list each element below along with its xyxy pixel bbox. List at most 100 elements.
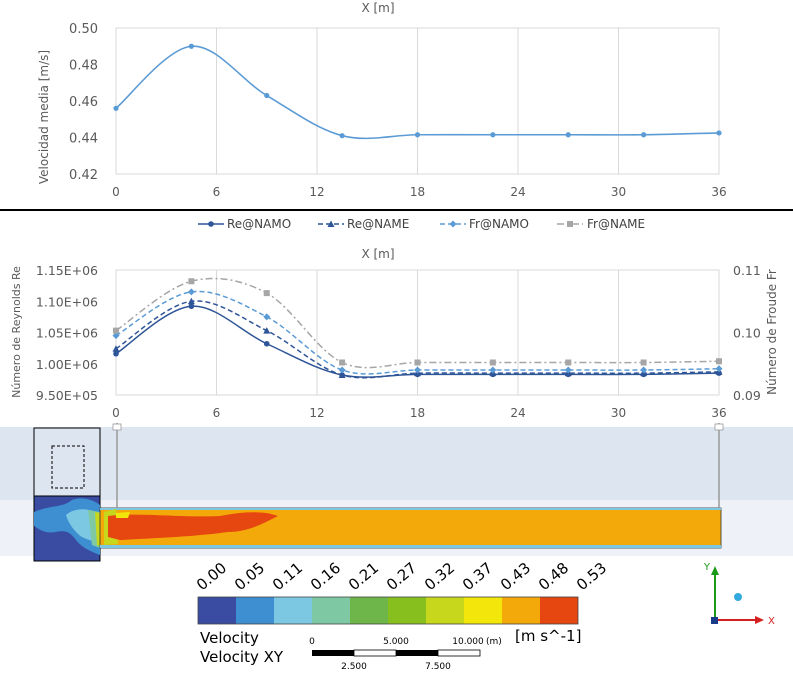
rf-data-point-1 [338,371,346,378]
rf-data-point-3 [339,359,346,366]
legend-swatch [502,597,540,624]
svg-text:2.500: 2.500 [341,662,367,672]
velocity-chart: X [m] 0.420.440.460.480.50 0 6 12 18 24 30 36 … [37,1,727,199]
legend-item-fr-namo: Fr@NAMO [440,217,529,231]
rf-data-point-2 [112,332,120,340]
reservoir-inner-box [51,445,85,489]
legend-subtitle: Velocity XY [200,648,284,666]
rf-data-point-3 [188,278,195,285]
velocity-chart-xlabel: X [m] [361,1,394,15]
rf-y-tick-label: 1.15E+06 [36,263,98,278]
legend-swatch [274,597,312,624]
velocity-data-point [414,132,421,138]
legend-swatch [388,597,426,624]
rf-data-point-2 [338,366,346,374]
rf-data-point-2 [564,366,572,374]
rf-data-point-3 [113,327,119,334]
velocity-data-point [490,132,496,138]
rf-data-point-2 [489,366,497,374]
rf-y2-tick-label: 0.10 [733,326,761,341]
rf-series-line-2 [115,290,720,375]
rf-chart-ylabel: Número de Reynolds Re [10,266,23,398]
svg-text:5.000: 5.000 [383,637,409,647]
velocity-x-tick-label: 6 [213,185,221,199]
legend-unit: [m s^-1] [515,627,581,645]
rf-series-line-3 [115,277,720,369]
rf-data-point-3 [414,359,421,366]
legend-item-fr-name: Fr@NAME [557,217,645,231]
rf-y2-tick-label: 0.11 [733,263,761,278]
legend-swatch [312,597,350,624]
velocity-y-tick-label: 0.44 [69,132,98,147]
rf-series-line-0 [115,305,720,378]
legend-swatch [540,597,578,624]
svg-text:0: 0 [309,637,315,647]
axis-triad: Y X [703,562,775,627]
rf-x-tick-label: 12 [309,406,324,420]
velocity-y-tick-label: 0.48 [69,59,98,74]
rf-data-point-0 [263,340,270,347]
rf-y-tick-label: 9.50E+05 [36,388,98,403]
rf-y2-tick-label: 0.09 [733,388,761,403]
svg-text:Re@NAMO: Re@NAMO [227,217,291,231]
rf-data-point-3 [489,359,496,366]
legend-swatch [236,597,274,624]
rf-data-point-3 [263,290,270,297]
velocity-x-tick-label: 30 [611,185,626,199]
velocity-x-tick-label: 24 [510,185,525,199]
legend-item-re-namo: Re@NAMO [198,217,291,231]
rf-data-point-3 [640,359,647,366]
rf-x-tick-label: 18 [410,406,425,420]
rf-data-point-2 [263,313,271,321]
rf-chart-y2label: Número de Froude Fr [765,269,779,395]
velocity-x-tick-label: 0 [112,185,120,199]
velocity-y-tick-label: 0.42 [69,168,98,183]
velocity-x-tick-label: 18 [410,185,425,199]
axis-x-label: X [768,616,775,627]
legend: Re@NAMO Re@NAME Fr@NAMO Fr@NAME [198,217,645,231]
velocity-y-tick-label: 0.50 [69,22,98,37]
rf-x-tick-label: 36 [711,406,726,420]
legend-item-re-name: Re@NAME [318,217,409,231]
velocity-data-point [641,132,647,138]
reynolds-froude-chart: X [m] 9.50E+05 1.00E+06 1.05E+06 1.10E+06 1.… [10,247,779,420]
velocity-data-point [716,130,722,136]
rf-x-tick-label: 24 [510,406,525,420]
axis-y-label: Y [703,562,711,573]
velocity-chart-ylabel: Velocidad media [m/s] [37,50,51,184]
svg-text:Fr@NAME: Fr@NAME [587,217,645,231]
velocity-data-point [113,105,119,111]
rf-data-point-3 [565,359,572,366]
velocity-y-tick-label: 0.46 [69,95,98,110]
reservoir-outline [33,427,101,497]
rf-data-point-2 [414,366,421,374]
velocity-x-tick-label: 36 [711,185,726,199]
velocity-x-tick-label: 12 [309,185,324,199]
velocity-series-line [115,45,720,140]
rf-y-tick-label: 1.00E+06 [36,357,98,372]
legend-title: Velocity [200,629,259,647]
svg-text:Re@NAME: Re@NAME [347,217,409,231]
svg-text:(m): (m) [486,637,502,647]
rf-data-point-0 [113,350,119,357]
rf-data-point-0 [188,303,195,310]
rf-series-line-1 [115,300,720,379]
rf-data-point-1 [263,327,271,334]
velocity-data-point [188,43,194,49]
svg-text:10.000: 10.000 [452,637,484,647]
velocity-data-point [339,133,345,139]
rf-data-point-3 [716,358,722,365]
legend-swatch [198,597,236,624]
rf-data-point-1 [187,297,195,305]
svg-text:Fr@NAMO: Fr@NAMO [469,217,529,231]
scale-bar: 0 5.000 10.000 (m) 2.500 7.500 [309,637,502,672]
rf-data-point-2 [715,365,723,373]
velocity-data-point [264,92,270,99]
rf-y-tick-label: 1.10E+06 [36,294,98,309]
svg-text:7.500: 7.500 [425,662,451,672]
rf-x-tick-label: 6 [213,406,221,420]
rf-x-tick-label: 0 [112,406,120,420]
reservoir-velocity [33,495,101,562]
velocity-color-legend [197,596,579,625]
